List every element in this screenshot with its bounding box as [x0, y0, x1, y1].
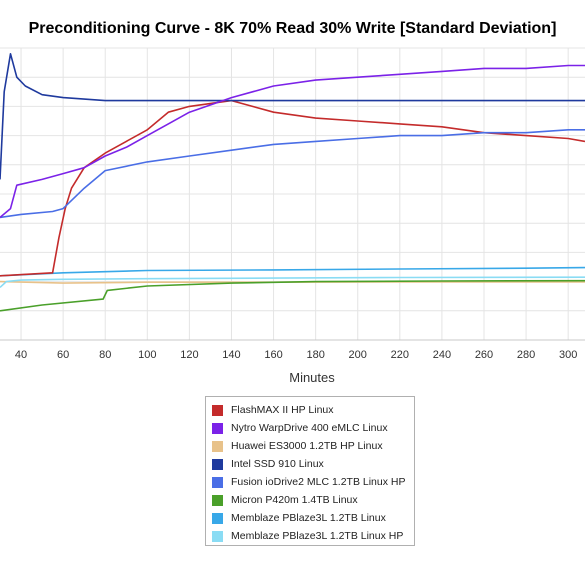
legend-label: Nytro WarpDrive 400 eMLC Linux — [231, 422, 388, 434]
x-tick-label: 260 — [475, 349, 493, 361]
series-line — [0, 129, 585, 219]
legend-item: FlashMAX II HP Linux — [206, 401, 414, 419]
x-tick-label: 100 — [138, 349, 156, 361]
grid-lines — [0, 47, 585, 341]
series-layer — [0, 52, 585, 312]
x-tick-label: 60 — [57, 349, 69, 361]
legend-label: Fusion ioDrive2 MLC 1.2TB Linux HP — [231, 476, 406, 488]
series-line — [0, 52, 585, 180]
x-tick-label: 160 — [264, 349, 282, 361]
legend-item: Nytro WarpDrive 400 eMLC Linux — [206, 419, 414, 437]
x-tick-label: 280 — [517, 349, 535, 361]
legend-item: Micron P420m 1.4TB Linux — [206, 491, 414, 509]
x-tick-label: 220 — [391, 349, 409, 361]
legend-item: Huawei ES3000 1.2TB HP Linux — [206, 437, 414, 455]
x-tick-label: 80 — [99, 349, 111, 361]
x-tick-label: 300 — [559, 349, 577, 361]
legend-swatch — [212, 422, 223, 434]
legend-swatch — [212, 404, 223, 416]
legend-swatch — [212, 458, 223, 470]
series-line — [0, 279, 585, 312]
x-tick-label: 180 — [306, 349, 324, 361]
x-tick-labels: 40 60 80 100 120 140 160 180 200 220 240 260 280 300 — [15, 349, 577, 361]
series-line — [0, 276, 585, 288]
legend: FlashMAX II HP Linux Nytro WarpDrive 400 … — [205, 396, 415, 546]
legend-label: Huawei ES3000 1.2TB HP Linux — [231, 440, 383, 452]
legend-item: Memblaze PBlaze3L 1.2TB Linux — [206, 509, 414, 527]
legend-swatch — [212, 512, 223, 524]
legend-swatch — [212, 494, 223, 506]
legend-item: Memblaze PBlaze3L 1.2TB Linux HP — [206, 527, 414, 545]
legend-item: Intel SSD 910 Linux — [206, 455, 414, 473]
series-line — [0, 99, 585, 277]
legend-label: Memblaze PBlaze3L 1.2TB Linux — [231, 512, 386, 524]
x-tick-label: 120 — [180, 349, 198, 361]
chart-title: Preconditioning Curve - 8K 70% Read 30% … — [28, 20, 557, 37]
legend-item: Fusion ioDrive2 MLC 1.2TB Linux HP — [206, 473, 414, 491]
legend-label: Micron P420m 1.4TB Linux — [231, 494, 358, 506]
legend-swatch — [212, 440, 223, 452]
legend-swatch — [212, 476, 223, 488]
legend-label: FlashMAX II HP Linux — [231, 404, 334, 416]
legend-label: Memblaze PBlaze3L 1.2TB Linux HP — [231, 530, 404, 542]
series-line — [0, 280, 585, 284]
series-line — [0, 266, 585, 277]
series-line — [0, 64, 585, 219]
legend-swatch — [212, 530, 223, 542]
x-tick-label: 200 — [349, 349, 367, 361]
legend-label: Intel SSD 910 Linux — [231, 458, 324, 470]
line-chart: 40 60 80 100 120 140 160 180 200 220 240 260 280 300 — [0, 47, 585, 361]
x-axis-label: Minutes — [289, 370, 335, 385]
x-tick-label: 140 — [222, 349, 240, 361]
x-tick-label: 240 — [433, 349, 451, 361]
x-tick-label: 40 — [15, 349, 27, 361]
